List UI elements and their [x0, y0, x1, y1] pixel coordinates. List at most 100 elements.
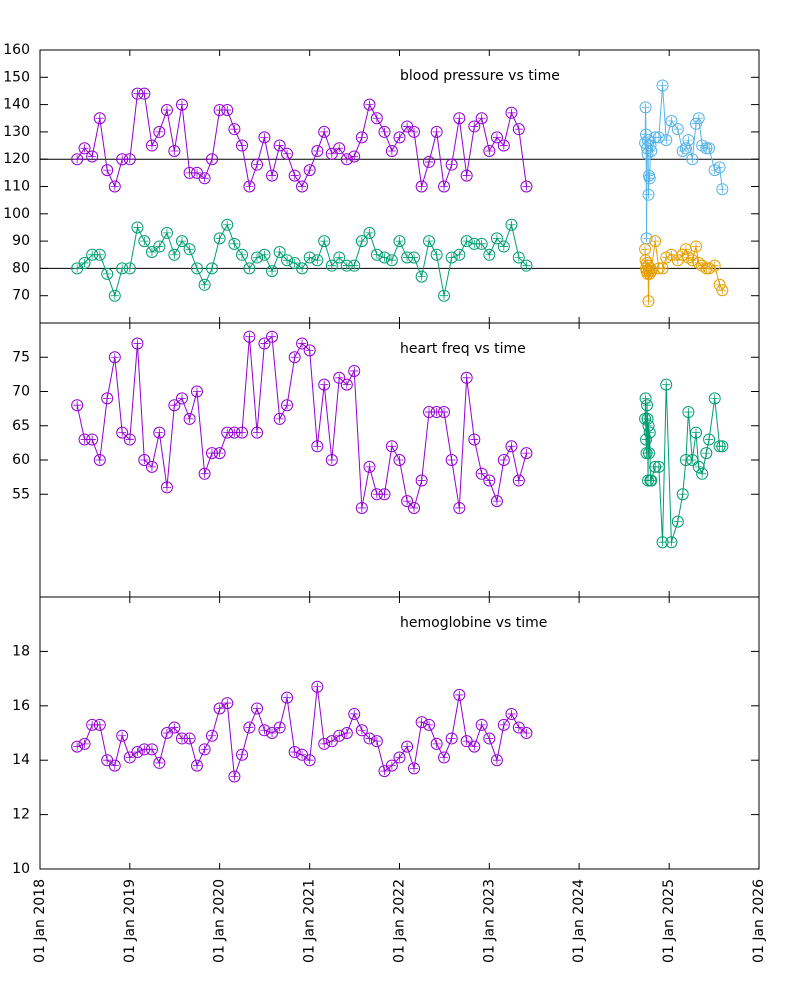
point [641, 399, 654, 412]
point [690, 426, 703, 439]
point [393, 235, 406, 248]
point [430, 737, 443, 750]
y-tick-label: 70 [12, 384, 30, 400]
point [108, 289, 121, 302]
point [251, 426, 264, 439]
point [273, 412, 286, 425]
series-line [644, 85, 723, 239]
point [198, 172, 211, 185]
point [190, 166, 203, 179]
point [512, 721, 525, 734]
point [505, 106, 518, 119]
point [649, 235, 662, 248]
point [708, 259, 721, 272]
point [288, 746, 301, 759]
point [682, 406, 695, 419]
point [716, 440, 729, 453]
point [468, 740, 481, 753]
point [716, 284, 729, 297]
point [363, 460, 376, 473]
point [505, 707, 518, 720]
point [692, 460, 705, 473]
point [333, 729, 346, 742]
point [123, 433, 136, 446]
x-tick-label: 01 Jan 2023 [481, 879, 497, 963]
point [333, 251, 346, 264]
point [251, 702, 264, 715]
point [512, 251, 525, 264]
series-line [644, 384, 723, 543]
point [355, 131, 368, 144]
point [363, 98, 376, 111]
point [460, 371, 473, 384]
point [700, 447, 713, 460]
point [408, 501, 421, 514]
point [460, 735, 473, 748]
point [475, 237, 488, 250]
point [138, 235, 151, 248]
point [385, 440, 398, 453]
point [703, 433, 716, 446]
point [445, 454, 458, 466]
point [415, 474, 428, 487]
point [71, 740, 84, 753]
point [183, 732, 196, 745]
point [423, 235, 436, 248]
point [475, 112, 488, 125]
point [145, 139, 158, 152]
point [483, 732, 496, 745]
point [497, 139, 510, 152]
point [645, 474, 658, 487]
point [251, 158, 264, 171]
point [363, 226, 376, 239]
point [318, 737, 331, 750]
point [175, 235, 188, 248]
point [639, 101, 652, 114]
point [453, 688, 466, 701]
point [665, 114, 678, 127]
point [123, 262, 136, 275]
point [475, 467, 488, 480]
point [401, 120, 414, 133]
point [415, 716, 428, 729]
point [401, 495, 414, 508]
point [228, 237, 241, 250]
point [213, 447, 226, 460]
point [370, 248, 383, 261]
point [168, 399, 181, 412]
point [676, 488, 689, 501]
chart-title: heart freq vs time [400, 341, 526, 357]
y-tick-label: 120 [3, 151, 30, 167]
y-tick-label: 140 [3, 97, 30, 113]
point [639, 243, 652, 256]
point [168, 721, 181, 734]
point [101, 392, 114, 405]
point [71, 399, 84, 412]
point [318, 125, 331, 138]
point [348, 150, 361, 163]
point [123, 153, 136, 166]
point [78, 256, 91, 269]
point [116, 729, 129, 742]
point [348, 707, 361, 720]
point [168, 145, 181, 158]
point [696, 467, 709, 480]
point [205, 729, 218, 742]
point [213, 232, 226, 245]
point [325, 259, 338, 272]
point [645, 145, 658, 158]
point [116, 426, 129, 439]
point [408, 125, 421, 138]
point [78, 142, 91, 155]
point [378, 251, 391, 264]
point [71, 262, 84, 275]
y-tick-label: 60 [12, 452, 30, 468]
point [692, 112, 705, 125]
point [385, 759, 398, 772]
point [131, 221, 144, 234]
point [340, 378, 353, 391]
point [145, 246, 158, 259]
point [101, 164, 114, 177]
point [385, 254, 398, 267]
x-tick-label: 01 Jan 2018 [32, 879, 48, 963]
